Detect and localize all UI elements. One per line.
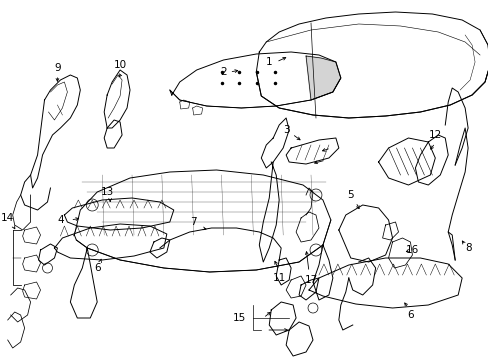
Text: 8: 8	[464, 243, 470, 253]
Text: 6: 6	[407, 310, 413, 320]
Text: 2: 2	[220, 67, 226, 77]
Text: 11: 11	[272, 273, 285, 283]
Polygon shape	[305, 56, 340, 100]
Text: 6: 6	[94, 263, 101, 273]
Text: 1: 1	[265, 57, 272, 67]
Text: 5: 5	[347, 190, 353, 200]
Text: 14: 14	[1, 213, 14, 223]
Text: 15: 15	[232, 313, 245, 323]
Text: 7: 7	[190, 217, 197, 227]
Text: 13: 13	[101, 187, 114, 197]
Text: 17: 17	[304, 275, 317, 285]
Text: 16: 16	[405, 245, 418, 255]
Text: 4: 4	[57, 215, 63, 225]
Text: 12: 12	[428, 130, 441, 140]
Text: 10: 10	[113, 60, 126, 70]
Text: 9: 9	[54, 63, 61, 73]
Text: 3: 3	[282, 125, 289, 135]
